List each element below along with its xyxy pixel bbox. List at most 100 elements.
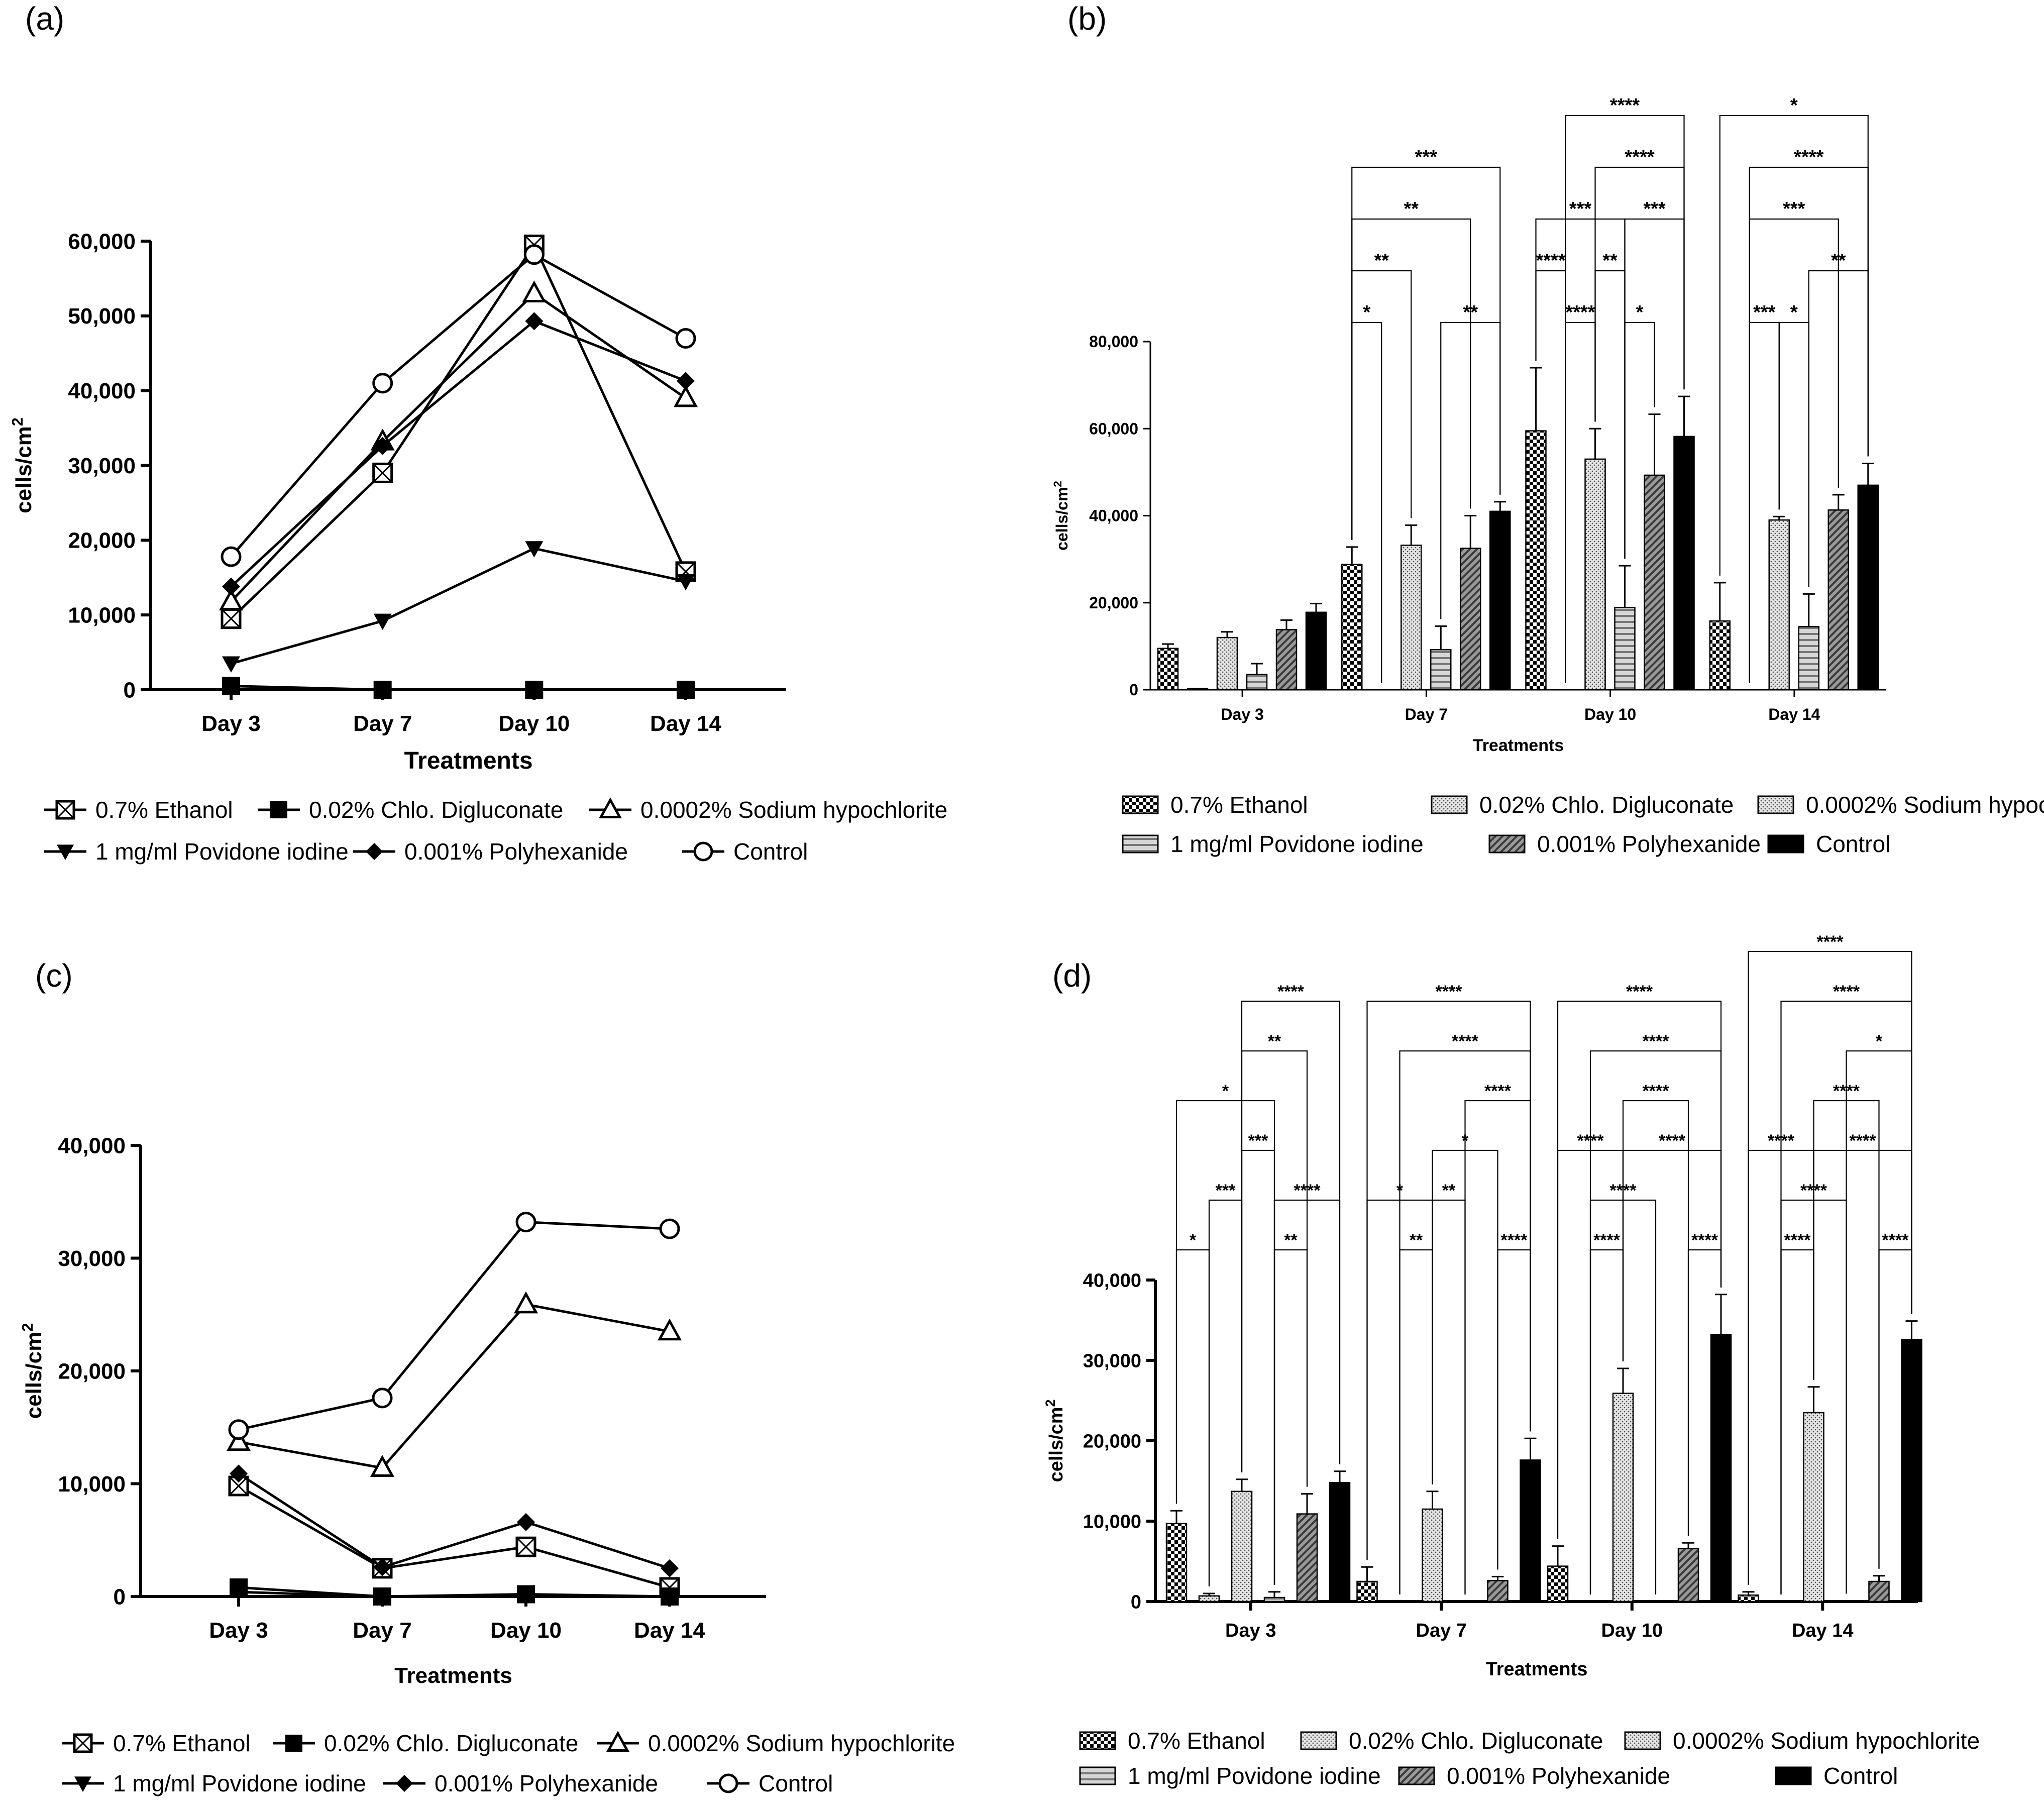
chart-a-y-tick-label: 20,000 — [68, 528, 136, 553]
chart-b-errorbar-1-mg-ml-povidone-iodine — [1435, 625, 1447, 650]
chart-c-legend-label-0-02-chlo-digluconate: 0.02% Chlo. Digluconate — [324, 1730, 578, 1756]
chart-c-point-0-7-ethanol — [228, 1475, 249, 1497]
chart-c-ylabel-superscript: 2 — [19, 1323, 36, 1332]
chart-d-sig-stars: * — [1876, 1032, 1883, 1051]
chart-d-sig-stars: **** — [1452, 1032, 1479, 1051]
chart-d-sig-stars: **** — [1593, 1231, 1621, 1250]
chart-d-ylabel: cells/cm2 — [1043, 1400, 1067, 1482]
chart-d-y-tick-label: 40,000 — [1083, 1270, 1141, 1291]
chart-c-legend-marker-0-02-chlo-digluconate — [285, 1735, 302, 1752]
chart-d-bar-0-7-ethanol — [1165, 1523, 1188, 1603]
chart-b-bar-1-mg-ml-povidone-iodine — [1430, 649, 1452, 691]
chart-b-ylabel-text: cells/cm — [1053, 487, 1071, 551]
chart-b-bar-0-0002-sodium-hypochlorite — [1401, 545, 1422, 691]
chart-a-legend-marker-0-0002-sodium-hypochlorite — [599, 797, 622, 818]
chart-c-legend-label-0-001-polyhexanide: 0.001% Polyhexanide — [435, 1770, 658, 1796]
chart-a-series-0-001-polyhexanide — [222, 312, 695, 596]
chart-d-sig-stars: **** — [1643, 1082, 1670, 1101]
chart-d-errorbar-0-001-polyhexanide — [1491, 1575, 1504, 1581]
chart-a-legend-label-control: Control — [733, 838, 808, 865]
chart-b-errorbar-0-001-polyhexanide — [1464, 515, 1477, 549]
chart-b-ylabel-superscript: 2 — [1051, 481, 1064, 487]
chart-b-bar-0-7-ethanol — [1525, 430, 1547, 691]
chart-d-sig-stars: ** — [1284, 1231, 1298, 1250]
panel-label-a: (a) — [25, 1, 65, 37]
chart-b-bar-0-02-chlo-digluconate — [1187, 688, 1209, 691]
chart-c-line-1-mg-ml-povidone-iodine — [238, 1590, 670, 1598]
chart-a-point-0-0002-sodium-hypochlorite — [673, 385, 698, 407]
chart-d-x-tick-label: Day 3 — [1225, 1620, 1276, 1641]
chart-d-errorbar-0-02-chlo-digluconate — [1203, 1592, 1215, 1596]
chart-d-errorbar-control — [1524, 1437, 1537, 1460]
chart-b-bar-1-mg-ml-povidone-iodine — [1614, 607, 1636, 691]
chart-c-ylabel-text: cells/cm — [22, 1332, 46, 1419]
chart-d-bar-control — [1520, 1459, 1541, 1603]
chart-a-point-0-001-polyhexanide — [222, 577, 240, 596]
chart-a-y-tick-label: 30,000 — [68, 454, 136, 478]
chart-c-x-tick-label: Day 3 — [209, 1618, 268, 1643]
chart-d-bar-control — [1710, 1334, 1732, 1603]
chart-d-legend-swatch-0-7-ethanol — [1079, 1731, 1116, 1750]
chart-b-y-tick-label: 60,000 — [1089, 419, 1138, 438]
chart-c-y-tick-label: 0 — [114, 1584, 126, 1609]
panel-label-d: (d) — [1052, 957, 1092, 994]
chart-c-legend-marker-0-7-ethanol-cross — [73, 1734, 92, 1753]
chart-d-sig-stars: **** — [1659, 1131, 1686, 1150]
chart-b-bar-0-001-polyhexanide — [1460, 548, 1481, 691]
chart-d-bar-0-02-chlo-digluconate — [1198, 1595, 1220, 1603]
chart-d-sig-bracket — [1273, 1249, 1308, 1585]
chart-a-line-0-0002-sodium-hypochlorite — [230, 291, 687, 603]
chart-a-point-1-mg-ml-povidone-iodine — [373, 613, 392, 630]
chart-b-sig-bracket — [1624, 322, 1655, 559]
chart-d-bar-1-mg-ml-povidone-iodine — [1263, 1597, 1285, 1603]
chart-b-sig-stars: *** — [1783, 198, 1805, 220]
chart-d-y-tick-label: 0 — [1131, 1591, 1141, 1613]
chart-d-sig-stars: **** — [1817, 932, 1844, 951]
chart-b-errorbar-0-7-ethanol — [1346, 546, 1358, 565]
chart-b-legend-label-0-7-ethanol: 0.7% Ethanol — [1170, 792, 1308, 818]
chart-a-series-0-02-chlo-digluconate — [222, 677, 695, 699]
chart-d-bar-0-001-polyhexanide — [1677, 1548, 1699, 1603]
chart-d-bar-0-0002-sodium-hypochlorite — [1231, 1491, 1253, 1603]
chart-d-sig-stars: **** — [1501, 1231, 1528, 1250]
chart-b-sig-bracket — [1749, 218, 1839, 683]
chart-d-sig-stars: **** — [1691, 1231, 1718, 1250]
chart-d-sig-stars: * — [1222, 1082, 1229, 1101]
chart-d-sig-stars: * — [1396, 1181, 1404, 1200]
chart-b-bar-0-001-polyhexanide — [1827, 509, 1849, 691]
chart-a-point-control — [221, 546, 242, 567]
chart-c-y-tick-label: 20,000 — [58, 1359, 126, 1384]
chart-b-sig-stars: * — [1790, 302, 1798, 323]
chart-d-sig-bracket — [1557, 1000, 1722, 1539]
chart-d-sig-stars: **** — [1577, 1131, 1604, 1150]
chart-d-bar-0-001-polyhexanide — [1487, 1580, 1509, 1603]
chart-b-bar-1-mg-ml-povidone-iodine — [1798, 626, 1819, 691]
chart-d-sig-stars: * — [1190, 1231, 1197, 1250]
chart-b-sig-stars: ** — [1463, 302, 1478, 323]
chart-b-bar: 0 20,000 40,000 60,000 80,000 Day 3 Day 7 Day 1… — [1051, 95, 2044, 857]
chart-b-legend-swatch-0-001-polyhexanide — [1488, 834, 1526, 854]
chart-b-sig-stars: **** — [1536, 250, 1565, 271]
chart-b-errorbar-control — [1862, 463, 1874, 485]
chart-d-sig-stars: **** — [1277, 982, 1305, 1001]
chart-c-line-0-7-ethanol — [238, 1484, 670, 1589]
chart-d-sig-stars: **** — [1800, 1181, 1827, 1200]
chart-c-legend-marker-control — [718, 1773, 738, 1793]
chart-d-y-tick-label: 30,000 — [1083, 1350, 1141, 1371]
chart-a-point-0-7-ethanol — [372, 462, 393, 483]
chart-c-point-0-001-polyhexanide — [661, 1559, 679, 1577]
chart-a-point-0-7-ethanol — [221, 608, 242, 629]
chart-d-sig-bracket — [1813, 1149, 1912, 1380]
chart-b-errorbar-0-0002-sodium-hypochlorite — [1221, 631, 1233, 638]
chart-d-errorbar-0-7-ethanol — [1552, 1545, 1564, 1566]
chart-d-sig-stars: ** — [1268, 1032, 1281, 1051]
chart-d-bar-0-7-ethanol — [1356, 1580, 1378, 1603]
chart-d-legend-swatch-control — [1775, 1766, 1812, 1785]
chart-b-errorbar-control — [1494, 501, 1507, 511]
chart-b-legend-label-control: Control — [1816, 831, 1890, 857]
chart-a-legend-marker-0-7-ethanol-cross — [56, 800, 75, 819]
chart-d-bar-0-001-polyhexanide — [1296, 1513, 1318, 1603]
chart-c-point-control — [228, 1419, 249, 1440]
panel-label-c: (c) — [35, 957, 73, 994]
chart-c-line-0-001-polyhexanide — [238, 1472, 670, 1570]
